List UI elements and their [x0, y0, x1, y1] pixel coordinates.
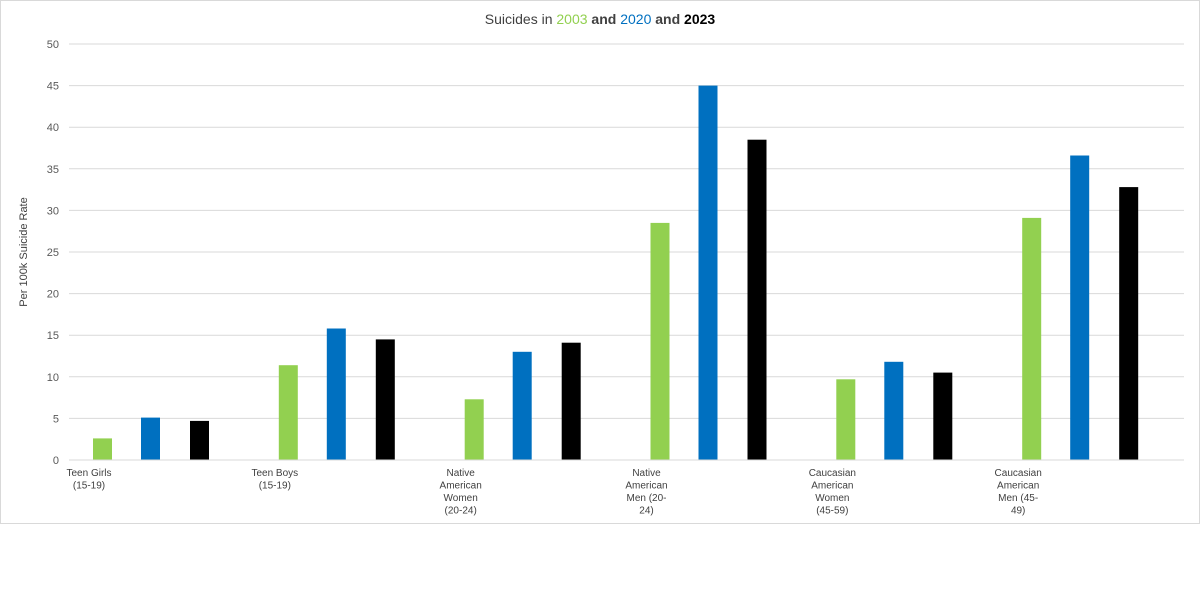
x-category-line: American [440, 481, 482, 492]
y-tick-label: 15 [47, 330, 59, 342]
x-category-label: Teen Boys (15-19) [251, 468, 298, 492]
x-category-label: Caucasian American Women (45-59) [809, 468, 856, 517]
x-category-line: (20-24) [445, 506, 477, 517]
bar-2003-0 [93, 438, 112, 460]
x-category-line: (45-59) [816, 506, 848, 517]
bar-2023-0 [190, 420, 209, 460]
gridlines [69, 43, 1184, 419]
bar-2003-1 [278, 365, 298, 460]
chart-title-part: 2020 [620, 11, 651, 27]
chart-title-part: 2023 [684, 11, 715, 27]
x-category-line: American [811, 481, 853, 492]
x-category-label: Native American Men (20- 24) [625, 468, 667, 517]
x-category-line: Caucasian [995, 468, 1042, 479]
bar-2003-2 [464, 399, 484, 460]
y-tick-label: 0 [53, 455, 59, 467]
x-category-line: Native [632, 468, 661, 479]
bar-2003-4 [836, 379, 856, 460]
bar-2023-5 [1119, 187, 1139, 460]
bar-2020-4 [884, 361, 904, 460]
bars [93, 85, 1139, 460]
x-category-line: Teen Girls [66, 468, 111, 479]
chart-svg: Suicides in 2003 and 2020 and 2023 0 5 10 1… [18, 11, 1184, 517]
x-category-label: Caucasian American Men (45- 49) [995, 468, 1042, 517]
y-axis-ticks: 0 5 10 15 20 25 30 35 40 45 50 [47, 39, 59, 467]
bar-2003-3 [650, 222, 670, 460]
x-category-line: (15-19) [259, 481, 291, 492]
x-category-line: 24) [639, 506, 653, 517]
y-tick-label: 50 [47, 39, 59, 51]
chart-title-part: and [651, 11, 684, 27]
bar-2020-3 [698, 85, 718, 460]
x-category-line: Native [446, 468, 475, 479]
x-category-line: 49) [1011, 506, 1025, 517]
y-tick-label: 10 [47, 372, 59, 384]
y-tick-label: 35 [47, 164, 59, 176]
y-tick-label: 25 [47, 247, 59, 259]
x-category-line: American [997, 481, 1039, 492]
chart-title-part: 2003 [556, 11, 587, 27]
x-axis-categories: Teen Girls (15-19) Teen Boys (15-19) Native A… [66, 468, 1041, 517]
bar-2023-1 [375, 339, 395, 460]
bar-2023-3 [747, 139, 767, 460]
x-category-line: American [625, 481, 667, 492]
y-tick-label: 45 [47, 81, 59, 93]
bar-2003-5 [1022, 217, 1042, 460]
x-category-line: Women [444, 493, 478, 504]
x-category-label: Teen Girls (15-19) [66, 468, 111, 492]
bar-2020-5 [1070, 155, 1090, 460]
bar-2020-2 [512, 351, 532, 460]
chart-title-part: Suicides in [485, 11, 557, 27]
y-tick-label: 40 [47, 122, 59, 134]
x-category-line: Women [815, 493, 849, 504]
bar-2023-4 [933, 372, 953, 460]
x-category-line: Caucasian [809, 468, 856, 479]
chart-title: Suicides in 2003 and 2020 and 2023 [485, 11, 716, 27]
y-tick-label: 30 [47, 205, 59, 217]
x-category-line: Teen Boys [251, 468, 298, 479]
bar-2020-1 [326, 328, 346, 460]
chart-title-part: and [588, 11, 621, 27]
x-category-line: Men (20- [626, 493, 666, 504]
bar-2020-0 [141, 417, 160, 460]
bar-2023-2 [561, 342, 581, 460]
chart-frame: Suicides in 2003 and 2020 and 2023 0 5 10 1… [0, 0, 1200, 524]
x-category-line: (15-19) [73, 481, 105, 492]
y-tick-label: 5 [53, 413, 59, 425]
x-category-line: Men (45- [998, 493, 1038, 504]
y-tick-label: 20 [47, 289, 59, 301]
y-axis-label: Per 100k Suicide Rate [18, 197, 30, 306]
x-category-label: Native American Women (20-24) [440, 468, 482, 517]
